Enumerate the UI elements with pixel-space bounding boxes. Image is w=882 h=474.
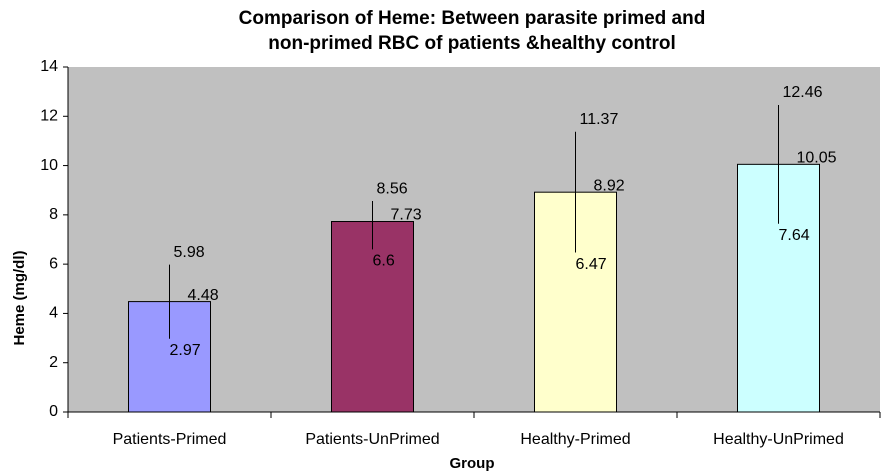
value-label: 10.05 (797, 150, 837, 167)
y-tick-label: 2 (49, 354, 58, 371)
value-label: 8.92 (594, 177, 625, 194)
y-tick-label: 6 (49, 255, 58, 272)
value-label: 7.73 (391, 207, 422, 224)
upper-label: 11.37 (580, 111, 619, 128)
upper-label: 5.98 (174, 244, 205, 261)
x-tick-label: Healthy-UnPrimed (713, 431, 844, 448)
x-tick-label: Patients-Primed (113, 431, 227, 448)
upper-label: 12.46 (783, 84, 823, 101)
upper-label: 8.56 (377, 180, 408, 197)
y-tick-label: 10 (40, 157, 58, 174)
y-tick-label: 8 (49, 206, 58, 223)
lower-label: 2.97 (170, 342, 201, 359)
x-axis-label: Group (450, 455, 495, 472)
lower-label: 7.64 (779, 227, 810, 244)
lower-label: 6.6 (373, 253, 395, 270)
y-tick-label: 12 (40, 108, 58, 125)
y-tick-label: 14 (40, 58, 58, 75)
x-tick-label: Healthy-Primed (520, 431, 630, 448)
lower-label: 6.47 (576, 256, 607, 273)
value-label: 4.48 (188, 287, 219, 304)
bar (331, 221, 414, 413)
x-tick-label: Patients-UnPrimed (305, 431, 439, 448)
y-tick-label: 0 (49, 403, 58, 420)
y-axis-label: Heme (mg/dl) (11, 250, 28, 345)
chart-title: non-primed RBC of patients &healthy cont… (268, 33, 675, 54)
y-tick-label: 4 (49, 305, 58, 322)
chart-title: Comparison of Heme: Between parasite pri… (239, 8, 706, 29)
